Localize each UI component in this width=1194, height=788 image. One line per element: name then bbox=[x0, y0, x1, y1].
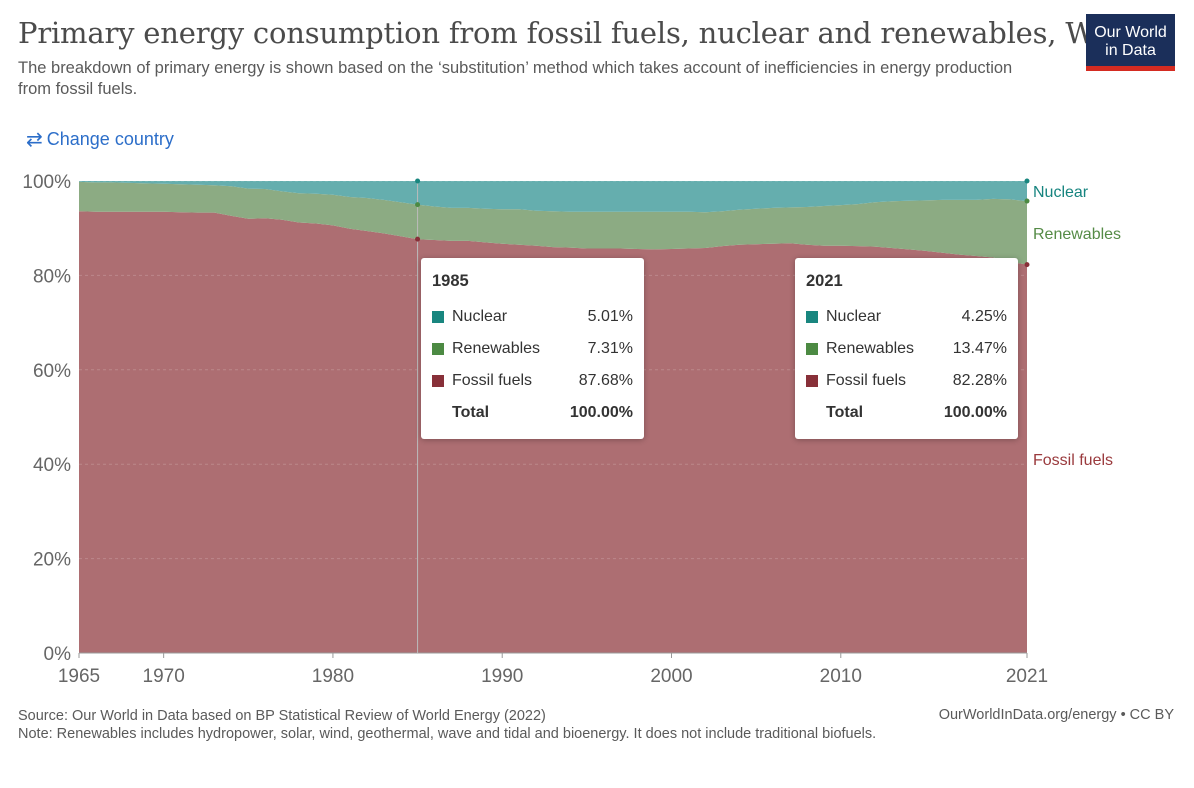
tooltip-row-total: Total 100.00% bbox=[432, 397, 633, 429]
tooltip-row-nuclear: Nuclear 4.25% bbox=[806, 301, 1007, 333]
owid-logo[interactable]: Our World in Data bbox=[1086, 14, 1175, 71]
tooltip-series-name: Fossil fuels bbox=[826, 372, 907, 389]
hover-point-renewables bbox=[415, 202, 421, 208]
logo-line-1: Our World bbox=[1094, 24, 1167, 41]
series-label-nuclear[interactable]: Nuclear bbox=[1033, 184, 1089, 201]
series-label-renewables[interactable]: Renewables bbox=[1033, 226, 1121, 243]
area-nuclear[interactable] bbox=[79, 181, 1027, 213]
tooltip-row-total: Total 100.00% bbox=[806, 397, 1007, 429]
tooltip-series-name: Fossil fuels bbox=[452, 372, 533, 389]
y-tick-label: 20% bbox=[33, 550, 71, 571]
tooltip-series-value: 7.31% bbox=[587, 340, 633, 357]
y-tick-label: 40% bbox=[33, 455, 71, 476]
tooltip-row-fossil: Fossil fuels 87.68% bbox=[432, 365, 633, 397]
chart-subtitle: The breakdown of primary energy is shown… bbox=[18, 59, 1013, 98]
tooltip-total-label: Total bbox=[452, 404, 490, 421]
tooltip-total-label: Total bbox=[826, 404, 864, 421]
x-tick-label: 1990 bbox=[481, 666, 523, 687]
x-tick-label: 1980 bbox=[312, 666, 354, 687]
nuclear-swatch-icon bbox=[432, 311, 444, 323]
tooltip-series-value: 5.01% bbox=[587, 308, 633, 325]
x-tick-label: 1970 bbox=[143, 666, 185, 687]
renewables-swatch-icon bbox=[432, 343, 444, 355]
tooltip-row-fossil: Fossil fuels 82.28% bbox=[806, 365, 1007, 397]
end-point-fossil bbox=[1024, 262, 1030, 268]
tooltip-series-value: 4.25% bbox=[961, 308, 1007, 325]
nuclear-swatch-icon bbox=[806, 311, 818, 323]
source-note: Source: Our World in Data based on BP St… bbox=[18, 708, 546, 724]
renewables-swatch-icon bbox=[806, 343, 818, 355]
area-renewables[interactable] bbox=[79, 181, 1027, 265]
y-tick-label: 60% bbox=[33, 361, 71, 382]
logo-line-2: in Data bbox=[1105, 42, 1156, 59]
hover-point-nuclear bbox=[415, 178, 421, 184]
x-tick-label: 2000 bbox=[650, 666, 692, 687]
change-country-button[interactable]: ⇄ Change country bbox=[26, 129, 174, 150]
tooltip-2021: 2021 Nuclear 4.25% Renewables 13.47% Fos… bbox=[795, 258, 1018, 439]
change-country-label: Change country bbox=[46, 129, 174, 149]
tooltip-row-nuclear: Nuclear 5.01% bbox=[432, 301, 633, 333]
tooltip-series-name: Renewables bbox=[452, 340, 541, 357]
tooltip-year: 1985 bbox=[432, 272, 469, 290]
series-label-fossil-fuels[interactable]: Fossil fuels bbox=[1033, 452, 1113, 469]
chart-title: Primary energy consumption from fossil f… bbox=[18, 16, 1152, 50]
fossil-swatch-icon bbox=[432, 375, 444, 387]
y-tick-label: 80% bbox=[33, 266, 71, 287]
credit-link[interactable]: OurWorldInData.org/energy • CC BY bbox=[938, 707, 1174, 723]
tooltip-row-renewables: Renewables 13.47% bbox=[806, 333, 1007, 365]
chart-footer: Source: Our World in Data based on BP St… bbox=[18, 707, 876, 743]
tooltip-year: 2021 bbox=[806, 272, 843, 290]
tooltip-total-value: 100.00% bbox=[943, 404, 1007, 421]
end-point-renewables bbox=[1024, 198, 1030, 204]
methodology-note: Note: Renewables includes hydropower, so… bbox=[18, 726, 877, 742]
tooltip-series-value: 13.47% bbox=[952, 340, 1007, 357]
x-tick-label: 2010 bbox=[820, 666, 862, 687]
y-tick-label: 100% bbox=[22, 172, 71, 193]
tooltip-series-name: Renewables bbox=[826, 340, 915, 357]
tooltip-series-value: 87.68% bbox=[578, 372, 633, 389]
fossil-swatch-icon bbox=[806, 375, 818, 387]
tooltip-total-value: 100.00% bbox=[569, 404, 633, 421]
swap-arrows-icon: ⇄ bbox=[26, 128, 43, 151]
x-tick-label: 1965 bbox=[58, 666, 100, 687]
tooltip-series-name: Nuclear bbox=[826, 308, 882, 325]
hover-point-fossil bbox=[415, 236, 421, 242]
tooltip-series-value: 82.28% bbox=[952, 372, 1007, 389]
y-tick-label: 0% bbox=[44, 644, 72, 665]
x-tick-label: 2021 bbox=[1006, 666, 1048, 687]
tooltip-1985: 1985 Nuclear 5.01% Renewables 7.31% Foss… bbox=[421, 258, 644, 439]
tooltip-row-renewables: Renewables 7.31% bbox=[432, 333, 633, 365]
end-point-nuclear bbox=[1024, 178, 1030, 184]
tooltip-series-name: Nuclear bbox=[452, 308, 508, 325]
